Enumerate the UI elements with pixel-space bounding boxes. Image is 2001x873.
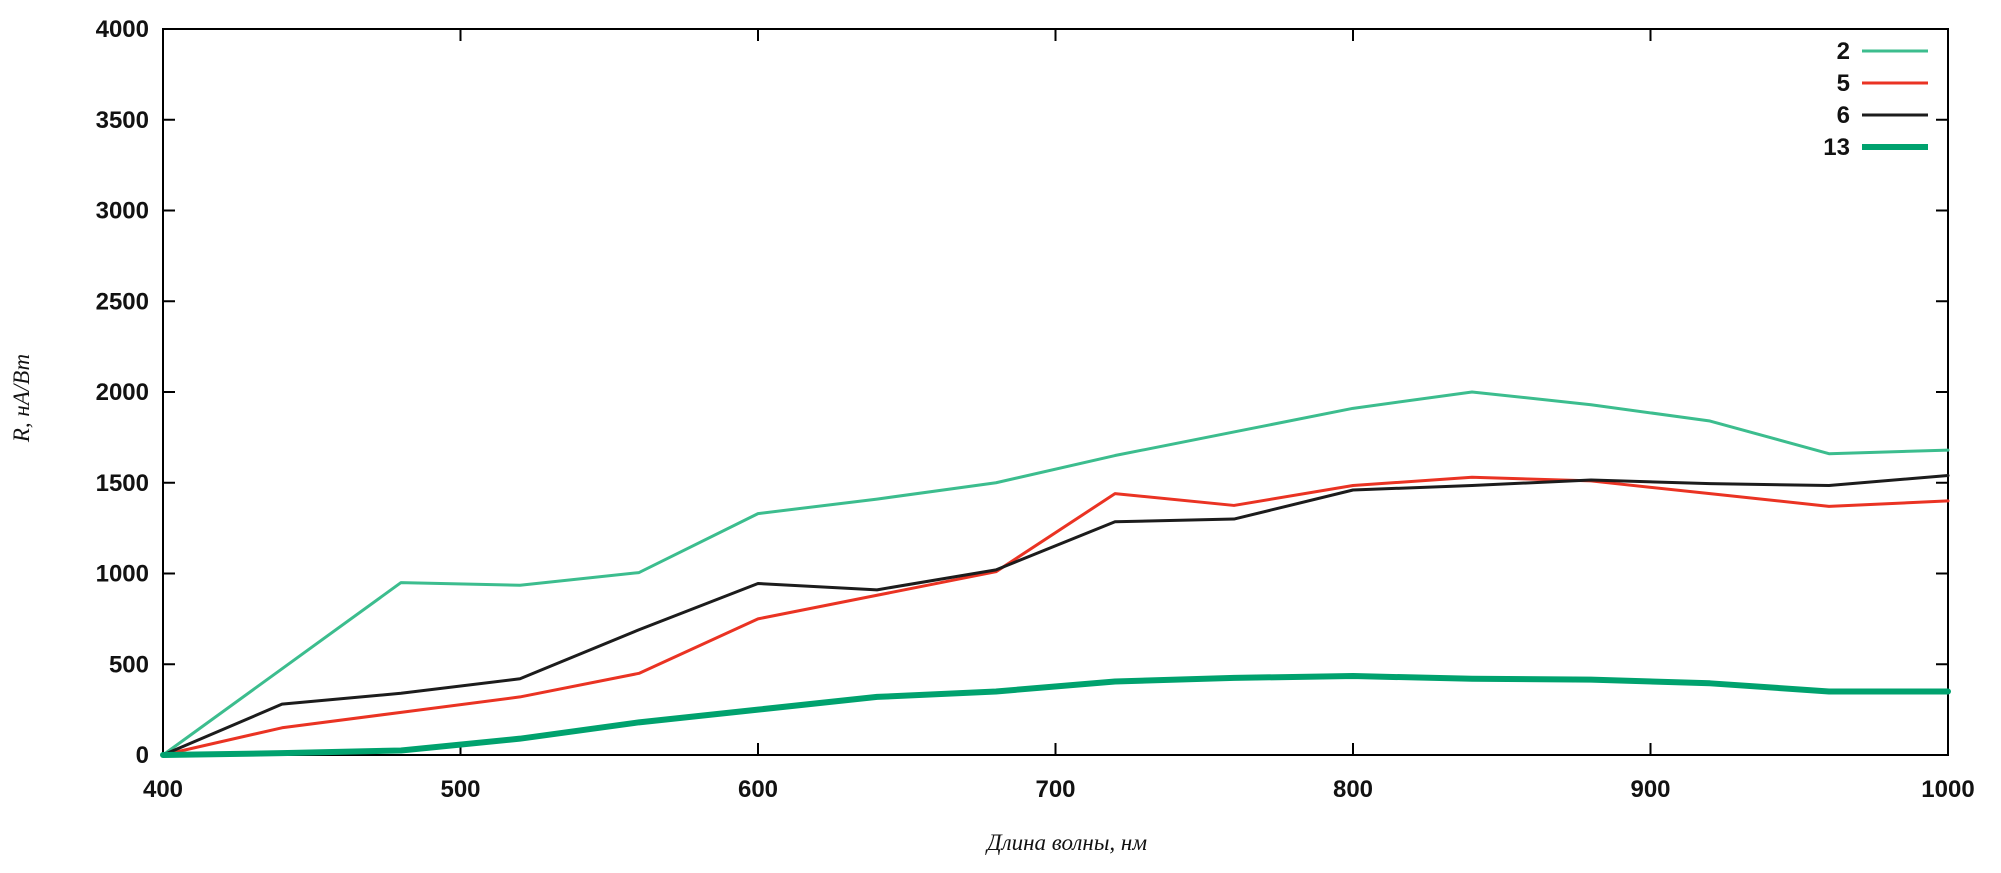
- series-line-5: [161, 475, 1950, 757]
- x-tick-label: 500: [440, 776, 480, 803]
- x-tick-label: 900: [1630, 776, 1670, 803]
- series-line-2: [161, 390, 1950, 757]
- x-tick-label: 600: [738, 776, 778, 803]
- y-tick-label: 0: [136, 742, 149, 769]
- series-line-13: [160, 673, 1951, 758]
- plot-border: [162, 28, 1949, 756]
- y-tick-label: 500: [109, 651, 149, 678]
- legend-label-5: 5: [1837, 70, 1850, 97]
- series-line-6: [161, 473, 1950, 757]
- x-tick-label: 400: [143, 776, 183, 803]
- legend-label-6: 6: [1837, 102, 1850, 129]
- x-tick-label: 1000: [1921, 776, 1974, 803]
- y-tick-label: 2500: [96, 288, 149, 315]
- x-tick-label: 800: [1333, 776, 1373, 803]
- x-axis-title: Длина волны, нм: [986, 830, 1148, 855]
- y-tick-label: 1000: [96, 561, 149, 588]
- y-tick-label: 3500: [96, 107, 149, 134]
- y-tick-label: 3000: [96, 198, 149, 225]
- legend-label-2: 2: [1837, 38, 1850, 65]
- y-tick-label: 4000: [96, 16, 149, 43]
- y-axis-title: R, нА/Вт: [9, 353, 34, 443]
- x-tick-label: 700: [1035, 776, 1075, 803]
- y-tick-label: 2000: [96, 379, 149, 406]
- y-tick-label: 1500: [96, 470, 149, 497]
- legend-label-13: 13: [1823, 134, 1850, 161]
